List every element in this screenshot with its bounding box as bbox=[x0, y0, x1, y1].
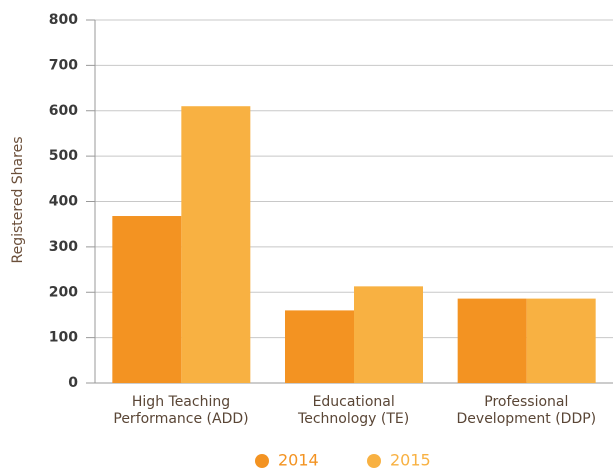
y-tick-label: 100 bbox=[49, 330, 78, 346]
y-tick-label: 600 bbox=[49, 103, 78, 119]
x-tick-label: High Teaching Performance (ADD) bbox=[113, 394, 249, 427]
y-tick-label: 300 bbox=[49, 239, 78, 255]
bar bbox=[112, 216, 182, 383]
y-tick-label: 200 bbox=[49, 284, 78, 300]
bar bbox=[526, 298, 596, 383]
bar bbox=[457, 298, 527, 383]
x-tick-label: Educational Technology (TE) bbox=[298, 394, 410, 427]
y-tick-label: 800 bbox=[49, 12, 78, 28]
legend-label: 2015 bbox=[390, 451, 431, 469]
y-tick-label: 700 bbox=[49, 57, 78, 73]
y-tick-label: 0 bbox=[68, 375, 78, 391]
legend-swatch bbox=[367, 454, 381, 468]
y-tick-label: 500 bbox=[49, 148, 78, 164]
legend-label: 2014 bbox=[278, 451, 319, 469]
bar bbox=[285, 310, 354, 383]
y-axis-label: Registered Shares bbox=[10, 137, 26, 264]
y-tick-label: 400 bbox=[49, 194, 78, 210]
x-tick-label: Professional Development (DDP) bbox=[456, 394, 597, 427]
legend-swatch bbox=[255, 454, 269, 468]
bar bbox=[181, 106, 251, 384]
bar bbox=[354, 286, 423, 383]
